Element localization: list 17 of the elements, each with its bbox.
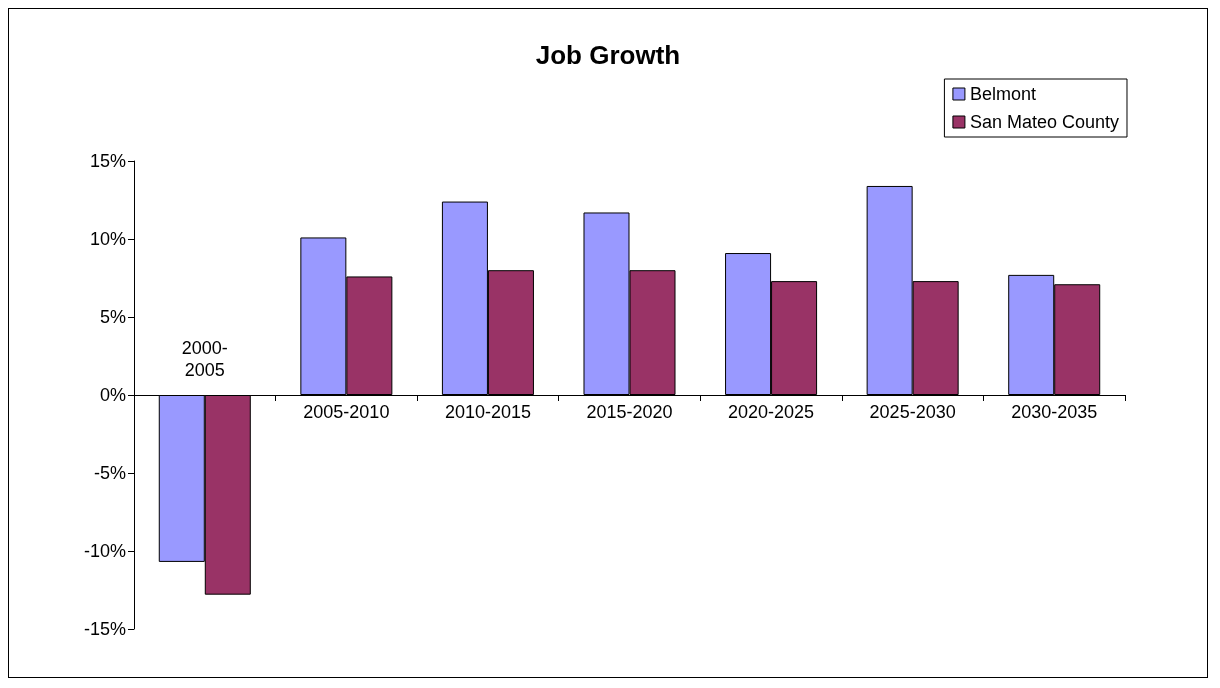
legend-label: Belmont	[969, 84, 1036, 104]
y-tick-label: -10%	[83, 541, 126, 561]
x-tick-label: 2005-2010	[303, 402, 390, 422]
legend-label: San Mateo County	[969, 112, 1119, 132]
x-tick-label: 2025-2030	[869, 402, 956, 422]
y-tick-label: 10%	[89, 229, 126, 249]
x-tick-label: 2010-2015	[444, 402, 531, 422]
x-tick-label: 2000-2005	[181, 338, 228, 380]
y-tick-label: -15%	[83, 619, 126, 639]
y-tick-label: 5%	[99, 307, 126, 327]
x-tick-label: 2015-2020	[586, 402, 673, 422]
x-tick-label: 2030-2035	[1011, 402, 1098, 422]
y-tick-label: 0%	[99, 385, 126, 405]
y-tick-label: 15%	[89, 151, 126, 171]
x-tick-label: 2020-2025	[728, 402, 815, 422]
chart-title: Job Growth	[535, 40, 681, 70]
y-tick-label: -5%	[93, 463, 126, 483]
